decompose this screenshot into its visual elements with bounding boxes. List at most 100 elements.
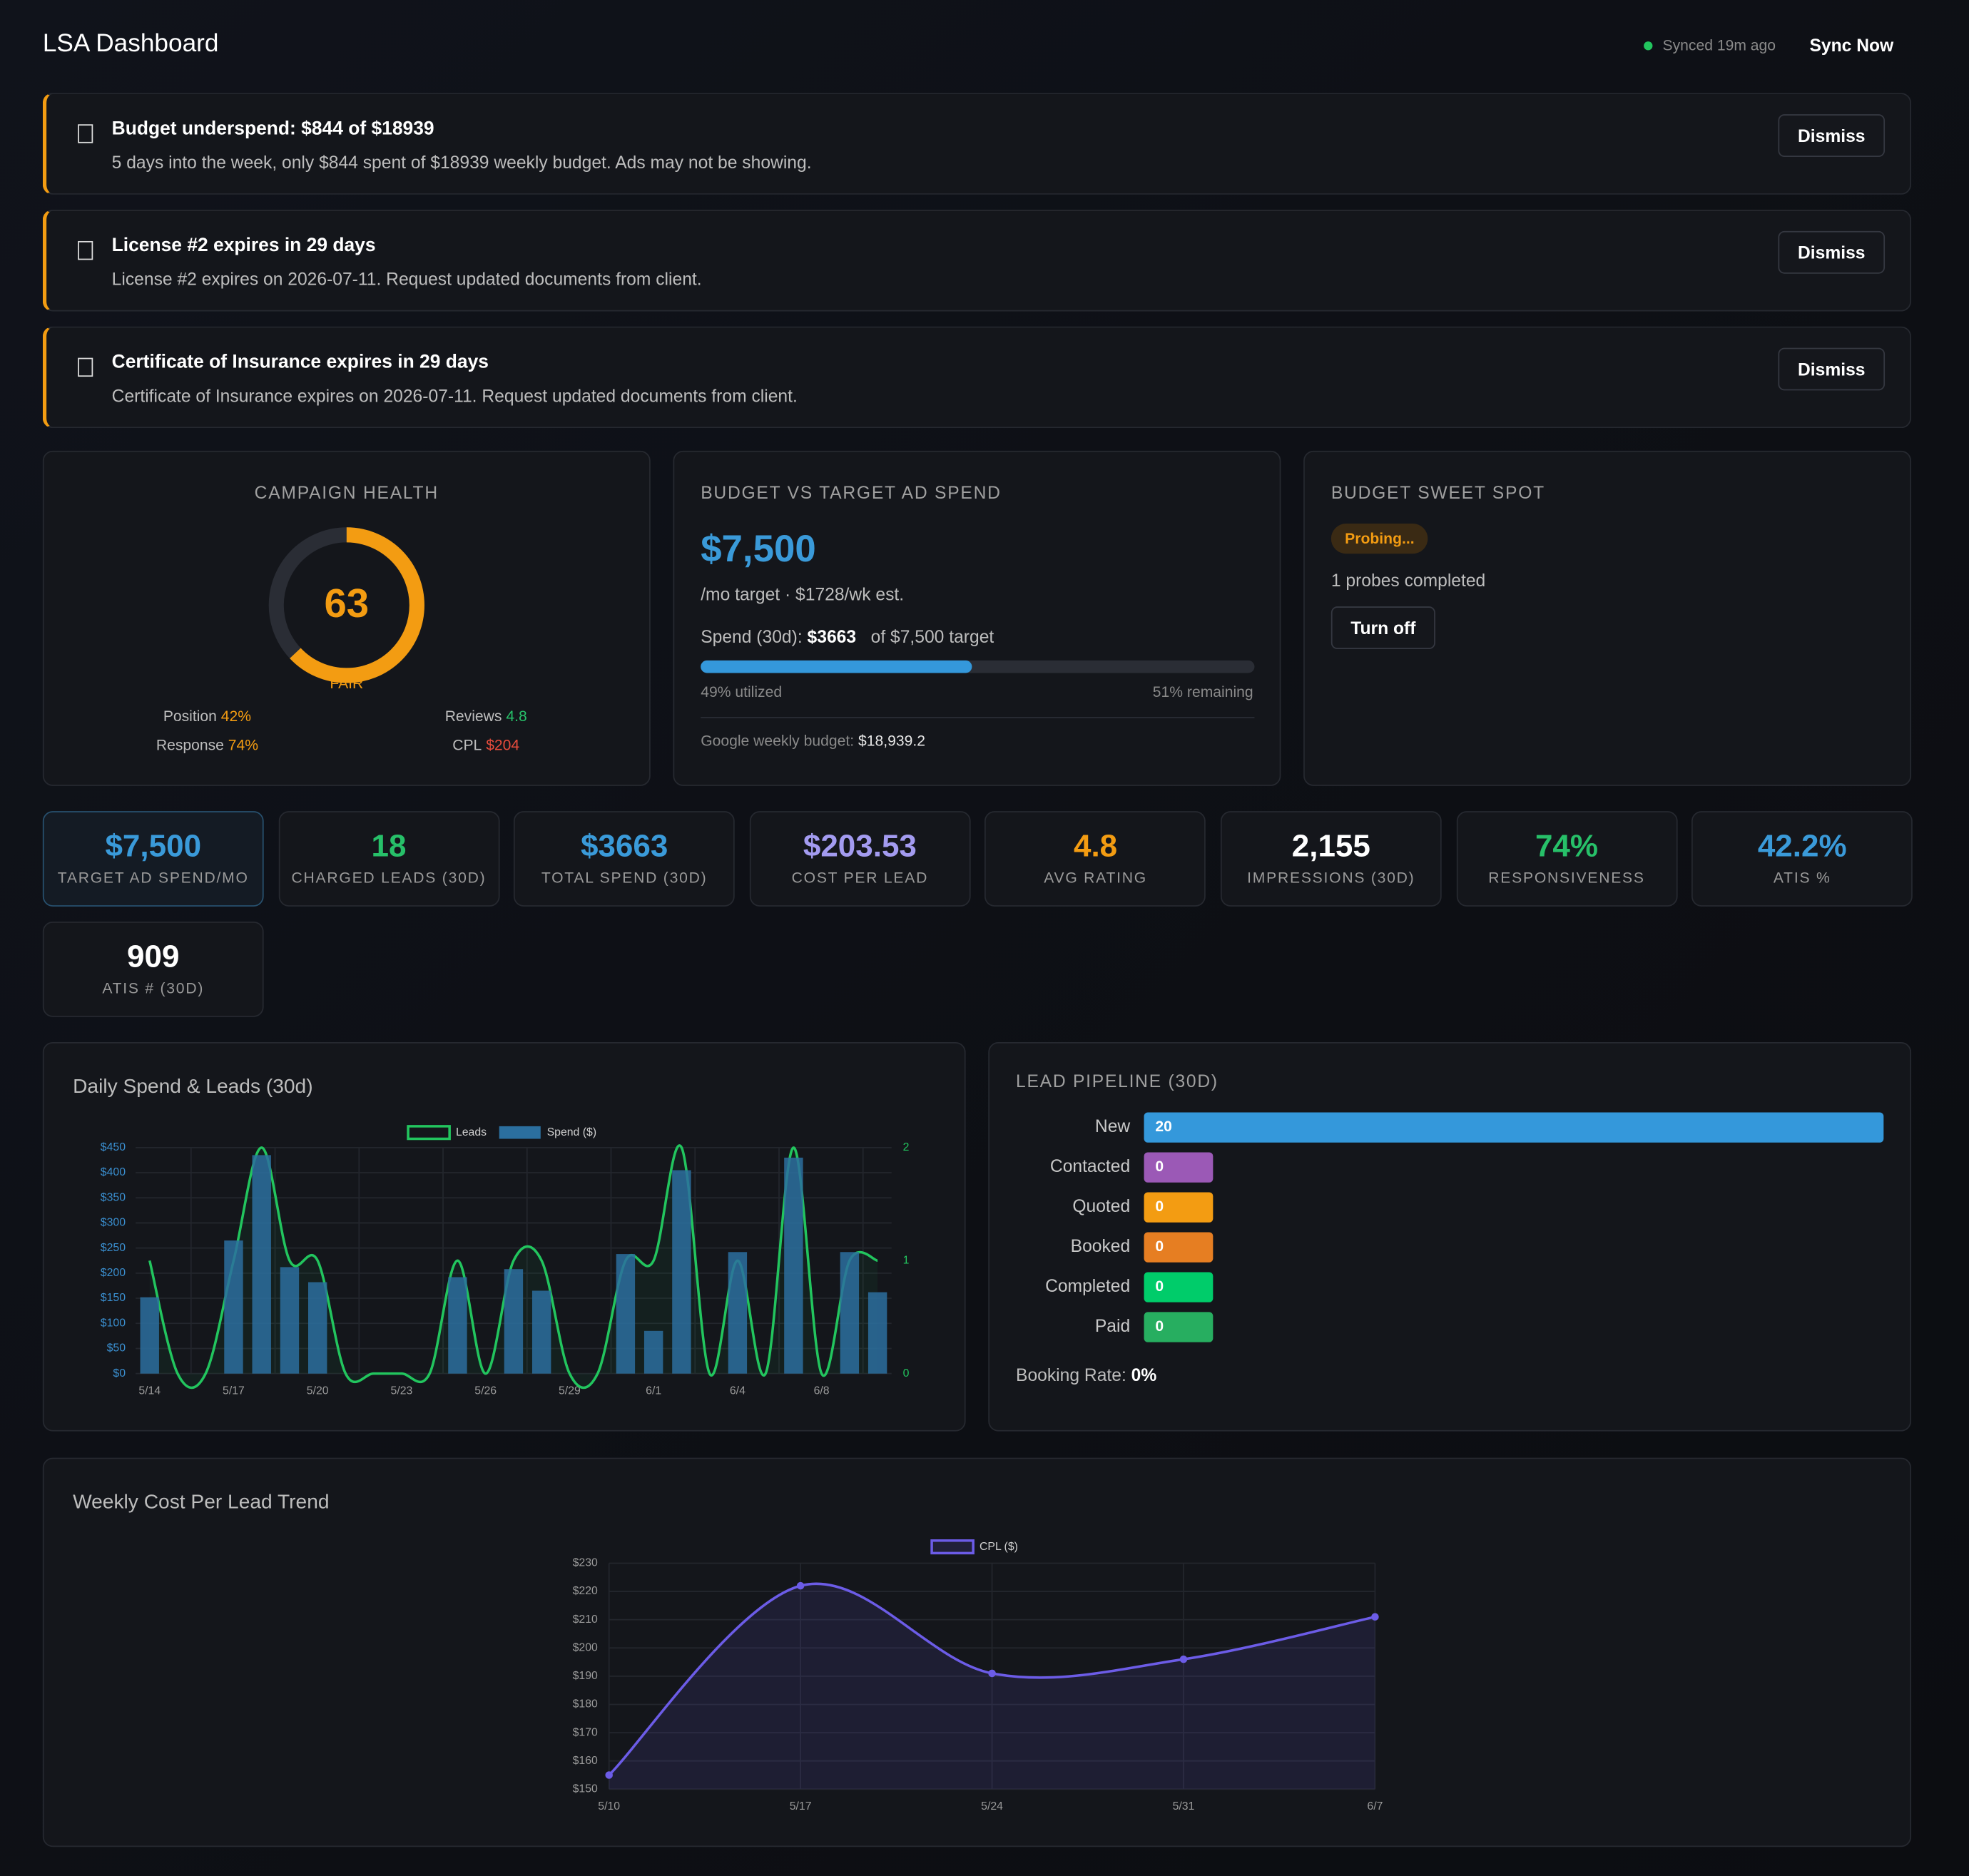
x-tick-label: 5/17 (790, 1800, 812, 1813)
y-tick-label: $400 (101, 1166, 126, 1178)
alert-title: License #2 expires in 29 days (111, 235, 376, 257)
pipeline-panel: Booking Rate: 0% (988, 1041, 1912, 1432)
y-tick-label: $250 (101, 1242, 126, 1254)
remaining-label: 51% remaining (1152, 683, 1253, 701)
alert-icon (78, 240, 93, 260)
x-tick-label: 5/26 (474, 1385, 497, 1397)
y-tick-label: $220 (573, 1585, 598, 1597)
pipeline-bar (1144, 1232, 1214, 1263)
alert-card: Budget underspend: $844 of $18939 5 days … (42, 93, 1912, 195)
x-tick-label: 5/31 (1173, 1800, 1195, 1813)
spend-bar (307, 1282, 327, 1374)
cpl-chart-panel (42, 1457, 1912, 1847)
card-title: BUDGET VS TARGET AD SPEND (701, 481, 1002, 503)
pipeline-label: Contacted (1050, 1157, 1130, 1176)
kpi-label: CHARGED LEADS (30D) (291, 869, 487, 887)
y-tick-label: $0 (113, 1367, 126, 1380)
y-tick-label: $170 (573, 1726, 598, 1738)
kpi-value: 909 (127, 939, 180, 974)
kpi-card: 42.2% ATIS % (1691, 811, 1913, 907)
spend-bar (840, 1252, 860, 1374)
health-metric: CPL $204 (452, 737, 519, 753)
y-tick-label: $200 (101, 1267, 126, 1279)
alert-icon (78, 357, 93, 377)
chart-title: LEAD PIPELINE (30D) (1016, 1072, 1218, 1091)
card-title: CAMPAIGN HEALTH (254, 481, 439, 503)
health-metric: Position 42% (163, 708, 251, 725)
health-metric: Reviews 4.8 (445, 708, 527, 725)
turn-off-button[interactable]: Turn off (1331, 606, 1435, 650)
health-metric: Response 74% (156, 737, 258, 753)
x-tick-label: 6/4 (730, 1385, 746, 1397)
progress-track (701, 660, 1255, 673)
cpl-area (609, 1584, 1375, 1790)
spend-target: of $7,500 target (870, 626, 994, 647)
kpi-value: $3663 (580, 828, 668, 865)
spend-bar (224, 1240, 243, 1374)
metric-value: 4.8 (506, 708, 526, 725)
kpi-card: 2,155 IMPRESSIONS (30D) (1220, 811, 1442, 907)
legend-swatch (499, 1126, 541, 1139)
dismiss-button[interactable]: Dismiss (1778, 347, 1886, 391)
alert-card: Certificate of Insurance expires in 29 d… (42, 326, 1912, 429)
sync-dot (1644, 41, 1653, 51)
spend-bar (643, 1330, 663, 1374)
x-tick-label: 5/29 (559, 1385, 581, 1397)
dismiss-button[interactable]: Dismiss (1778, 230, 1886, 274)
sync-button[interactable]: Sync Now (1809, 35, 1894, 56)
kpi-label: ATIS # (30D) (102, 979, 205, 997)
alert-message: Certificate of Insurance expires on 2026… (111, 385, 798, 406)
kpi-value: 18 (371, 828, 407, 865)
sync-status: Synced 19m ago (1662, 36, 1776, 54)
y-tick-label: $300 (101, 1217, 126, 1229)
booking-value: 0% (1131, 1365, 1157, 1385)
x-tick-label: 5/17 (223, 1385, 245, 1397)
legend-swatch (407, 1125, 451, 1141)
sweet-spot-card: BUDGET SWEET SPOT Probing... 1 probes co… (1303, 450, 1912, 786)
cpl-point (1371, 1613, 1379, 1621)
legend-label: CPL ($) (980, 1541, 1018, 1553)
kpi-label: IMPRESSIONS (30D) (1247, 869, 1415, 887)
spend-bar (868, 1292, 887, 1374)
kpi-value: 2,155 (1291, 828, 1370, 865)
metric-label: CPL (452, 737, 482, 753)
y-tick-label: $180 (573, 1698, 598, 1711)
pipeline-label: Completed (1045, 1277, 1130, 1296)
pipeline-bar (1144, 1272, 1214, 1303)
pipeline-value: 0 (1155, 1158, 1164, 1175)
page-title: LSA Dashboard (42, 30, 219, 58)
kpi-card: $3663 TOTAL SPEND (30D) (514, 811, 736, 907)
metric-value: $204 (486, 737, 519, 753)
gauge-arc (268, 527, 424, 683)
spend-bar (672, 1170, 691, 1374)
leads-area (149, 1145, 878, 1388)
spend-bar (616, 1254, 636, 1374)
y2-tick-label: 0 (903, 1367, 910, 1380)
chart-title: Daily Spend & Leads (30d) (73, 1075, 313, 1097)
metric-label: Response (156, 737, 224, 753)
cpl-point (605, 1771, 613, 1779)
spend-value: $3663 (807, 626, 857, 647)
kpi-value: $7,500 (105, 828, 202, 865)
budget-subtitle: /mo target · $1728/wk est. (701, 583, 905, 604)
google-value: $18,939.2 (858, 732, 925, 750)
cpl-point (988, 1669, 996, 1678)
leads-line (148, 1144, 878, 1389)
kpi-value: 74% (1535, 828, 1599, 865)
progress-fill (701, 660, 972, 673)
pipeline-value: 0 (1155, 1238, 1164, 1255)
pipeline-value: 20 (1155, 1118, 1171, 1135)
y-tick-label: $150 (101, 1292, 126, 1304)
metric-label: Reviews (445, 708, 502, 725)
kpi-label: TOTAL SPEND (30D) (541, 869, 708, 887)
y-tick-label: $50 (107, 1342, 126, 1355)
dismiss-button[interactable]: Dismiss (1778, 114, 1886, 158)
kpi-value: 4.8 (1073, 828, 1118, 865)
spend-bar (252, 1155, 271, 1374)
kpi-card: 909 ATIS # (30D) (42, 921, 264, 1017)
alert-message: 5 days into the week, only $844 spent of… (111, 151, 812, 173)
y2-tick-label: 1 (903, 1254, 910, 1266)
alert-title: Certificate of Insurance expires in 29 d… (111, 351, 489, 373)
